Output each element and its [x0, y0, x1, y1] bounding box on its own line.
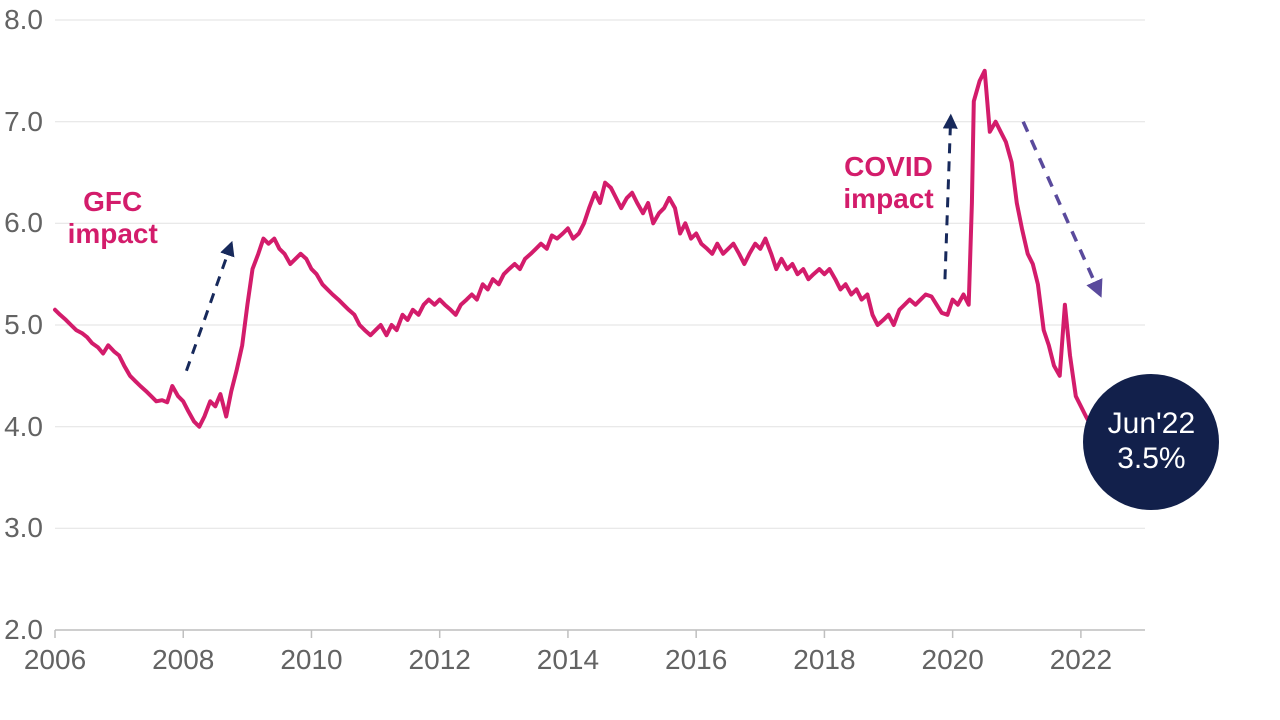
callout-value: 3.5% [1117, 442, 1185, 477]
y-axis-tick-label: 4.0 [0, 411, 43, 443]
gfc-annotation: GFC impact [68, 186, 158, 250]
x-axis-tick-label: 2022 [1050, 644, 1112, 676]
x-axis-tick-label: 2014 [537, 644, 599, 676]
chart-container: Jun'22 3.5% 2.0 3.0 4.0 5.0 6.0 7.0 8.0 2006 200… [0, 0, 1280, 720]
y-axis-tick-label: 3.0 [0, 512, 43, 544]
y-axis-tick-label: 5.0 [0, 309, 43, 341]
line-chart-svg [0, 0, 1280, 720]
x-axis-tick-label: 2010 [280, 644, 342, 676]
x-axis-tick-label: 2016 [665, 644, 727, 676]
x-axis-tick-label: 2020 [921, 644, 983, 676]
covid-annotation: COVID impact [843, 151, 933, 215]
x-axis-tick-label: 2018 [793, 644, 855, 676]
y-axis-tick-label: 2.0 [0, 614, 43, 646]
latest-value-callout: Jun'22 3.5% [1083, 374, 1219, 510]
y-axis-tick-label: 7.0 [0, 106, 43, 138]
y-axis-tick-label: 6.0 [0, 207, 43, 239]
x-axis-tick-label: 2012 [409, 644, 471, 676]
x-axis-tick-label: 2008 [152, 644, 214, 676]
callout-date: Jun'22 [1108, 407, 1195, 442]
y-axis-tick-label: 8.0 [0, 4, 43, 36]
x-axis-tick-label: 2006 [24, 644, 86, 676]
